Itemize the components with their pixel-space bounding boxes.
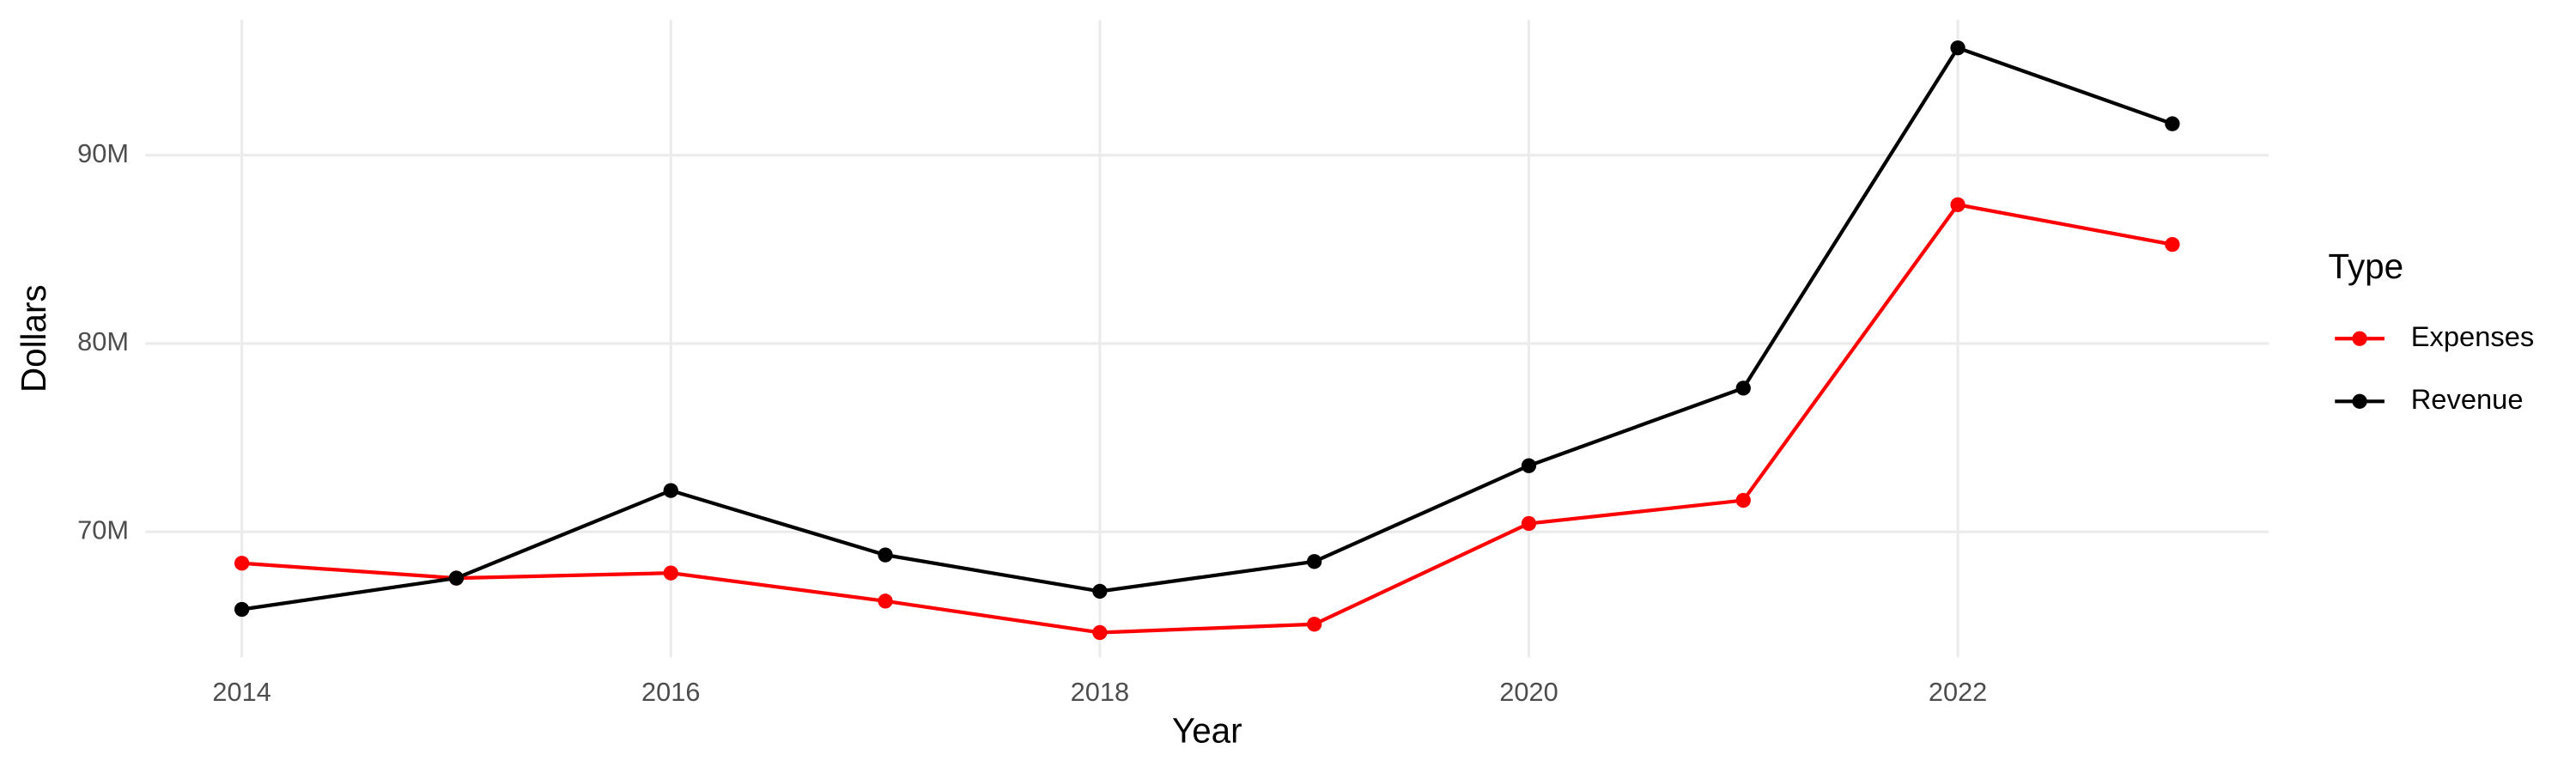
x-axis-title: Year bbox=[1172, 711, 1242, 751]
data-point bbox=[234, 556, 250, 571]
data-point bbox=[1950, 197, 1965, 213]
x-tick-label: 2022 bbox=[1929, 677, 1987, 707]
data-point bbox=[878, 593, 893, 609]
data-point bbox=[663, 483, 678, 498]
y-tick-label: 80M bbox=[77, 326, 129, 356]
x-tick-label: 2020 bbox=[1499, 677, 1558, 707]
data-point bbox=[663, 565, 678, 581]
data-point bbox=[1092, 583, 1108, 600]
series-line bbox=[241, 203, 2173, 635]
legend-label: Revenue bbox=[2411, 383, 2524, 415]
legend-title: Type bbox=[2329, 247, 2404, 286]
legend-marker bbox=[2352, 331, 2367, 346]
data-point bbox=[1735, 492, 1751, 508]
data-point bbox=[1092, 624, 1108, 641]
data-point bbox=[1521, 458, 1537, 473]
data-point bbox=[1735, 380, 1751, 396]
data-point bbox=[1521, 515, 1537, 532]
y-axis-title: Dollars bbox=[14, 284, 53, 393]
x-tick-label: 2014 bbox=[212, 677, 270, 707]
legend-marker bbox=[2352, 393, 2367, 409]
series-line bbox=[241, 46, 2173, 612]
data-point bbox=[1950, 40, 1965, 56]
y-tick-label: 90M bbox=[77, 138, 129, 168]
y-tick-label: 70M bbox=[77, 514, 129, 545]
data-point bbox=[1307, 554, 1322, 569]
data-point bbox=[1307, 617, 1322, 632]
x-tick-label: 2016 bbox=[641, 677, 700, 707]
data-point bbox=[2165, 236, 2180, 253]
legend-label: Expenses bbox=[2411, 320, 2535, 352]
x-tick-label: 2018 bbox=[1071, 677, 1129, 707]
data-point bbox=[2165, 116, 2180, 131]
data-point bbox=[448, 570, 465, 586]
data-point bbox=[878, 547, 893, 563]
data-point bbox=[234, 601, 250, 618]
